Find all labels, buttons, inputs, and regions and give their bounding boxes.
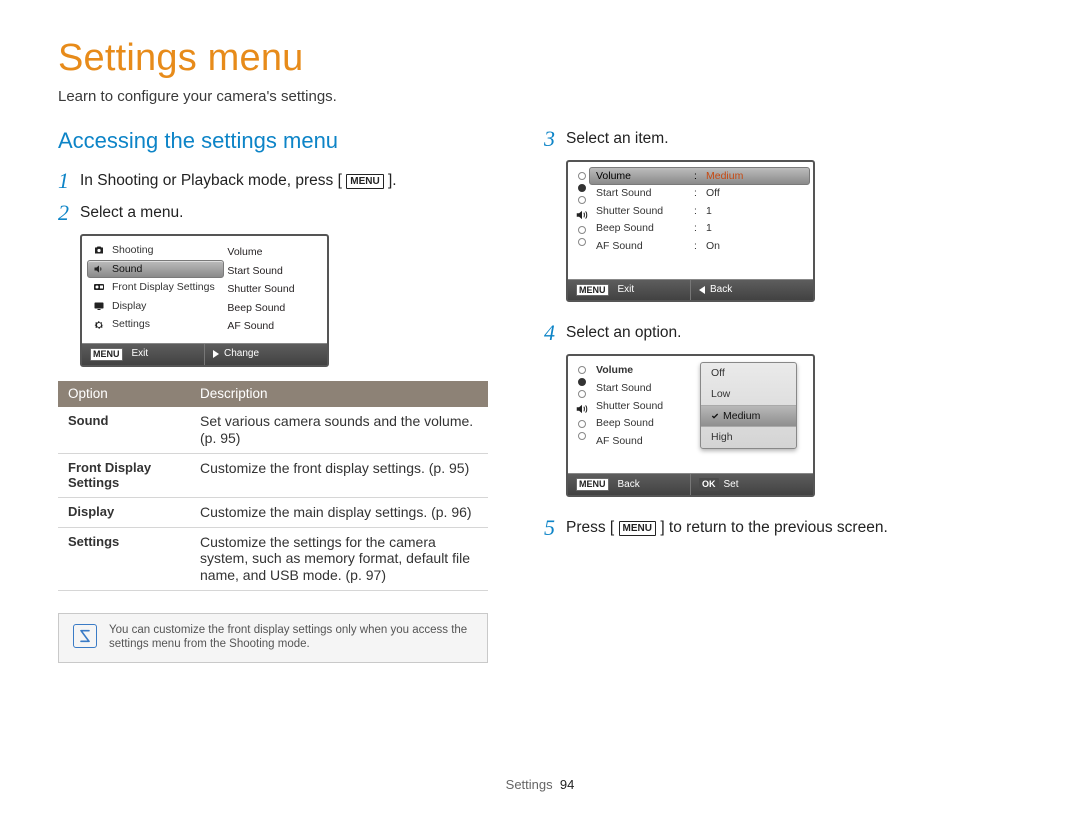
lcd4-popup: OffLowMediumHigh xyxy=(700,362,797,448)
lcd4-bar-set: OKSet xyxy=(691,474,813,495)
lcd3-row: Start Sound:Off xyxy=(596,187,803,200)
step-2: 2 Select a menu. xyxy=(58,202,488,224)
lcd1-right-item: Start Sound xyxy=(227,265,317,278)
page-title: Settings menu xyxy=(58,36,1022,82)
page-subtitle: Learn to configure your camera's setting… xyxy=(58,88,1022,106)
triangle-right-icon xyxy=(213,350,219,358)
popup-item: Medium xyxy=(701,405,796,428)
lcd-step4: VolumeStart SoundShutter SoundBeep Sound… xyxy=(566,354,815,497)
lcd1-left-item: Front Display Settings xyxy=(92,281,219,294)
lcd4-side-icons xyxy=(574,366,590,440)
step-4: 4 Select an option. xyxy=(544,322,974,344)
lcd3-side-icons xyxy=(574,172,590,246)
table-header-option: Option xyxy=(58,381,190,407)
lcd1-right-item: Shutter Sound xyxy=(227,283,317,296)
options-table: Option Description SoundSet various came… xyxy=(58,381,488,591)
lcd-step2: Shooting Sound Front Display Settings Displ… xyxy=(80,234,329,367)
table-row: Front Display SettingsCustomize the fron… xyxy=(58,453,488,497)
step-2-text: Select a menu. xyxy=(80,202,183,224)
step-number: 3 xyxy=(544,128,556,150)
speaker-icon xyxy=(574,208,590,222)
step-3: 3 Select an item. xyxy=(544,128,974,150)
lcd4-bar-back: MENUBack xyxy=(568,474,691,495)
table-row: DisplayCustomize the main display settin… xyxy=(58,497,488,527)
lcd-step3: Volume:MediumStart Sound:Off Shutter Soun… xyxy=(566,160,815,303)
note-text: You can customize the front display sett… xyxy=(109,624,473,652)
popup-item: Off xyxy=(701,363,796,384)
popup-item: High xyxy=(701,427,796,448)
lcd1-right-item: AF Sound xyxy=(227,320,317,333)
lcd1-left-item: Display xyxy=(92,300,219,313)
step-5-text-b: ] to return to the previous screen. xyxy=(660,519,887,536)
note-box: You can customize the front display sett… xyxy=(58,613,488,663)
ok-badge: OK xyxy=(699,478,719,491)
lcd1-right-item: Beep Sound xyxy=(227,302,317,315)
lcd1-right-item: Volume xyxy=(227,246,317,259)
lcd3-row: Shutter Sound:1 xyxy=(596,205,803,218)
table-row: SoundSet various camera sounds and the v… xyxy=(58,407,488,453)
lcd3-row: Beep Sound:1 xyxy=(596,222,803,235)
lcd1-bar-exit: MENUExit xyxy=(82,344,205,365)
table-header-description: Description xyxy=(190,381,488,407)
step-5: 5 Press [ MENU ] to return to the previo… xyxy=(544,517,974,539)
table-row: SettingsCustomize the settings for the c… xyxy=(58,527,488,590)
menu-button-label: MENU xyxy=(346,174,383,189)
note-icon xyxy=(73,624,97,648)
step-1: 1 In Shooting or Playback mode, press [ … xyxy=(58,170,488,192)
page-footer: Settings 94 xyxy=(0,777,1080,793)
lcd1-left-item: Shooting xyxy=(92,244,219,257)
triangle-left-icon xyxy=(699,286,705,294)
lcd3-row: AF Sound:On xyxy=(596,240,803,253)
lcd1-bar-change: Change xyxy=(205,344,327,365)
menu-button-label: MENU xyxy=(619,521,656,536)
step-number: 2 xyxy=(58,202,70,224)
step-1-text-b: ]. xyxy=(388,172,397,189)
step-5-text-a: Press [ xyxy=(566,519,614,536)
lcd3-bar-back: Back xyxy=(691,280,813,301)
section-header: Accessing the settings menu xyxy=(58,128,488,154)
step-4-text: Select an option. xyxy=(566,322,681,344)
speaker-icon xyxy=(574,402,590,416)
step-3-text: Select an item. xyxy=(566,128,669,150)
step-number: 4 xyxy=(544,322,556,344)
lcd3-bar-exit: MENUExit xyxy=(568,280,691,301)
popup-item: Low xyxy=(701,384,796,405)
step-number: 1 xyxy=(58,170,70,192)
step-number: 5 xyxy=(544,517,556,539)
lcd3-row: Volume:Medium xyxy=(589,167,810,186)
lcd1-left-item: Settings xyxy=(92,318,219,331)
lcd1-left-item: Sound xyxy=(87,260,224,279)
step-1-text-a: In Shooting or Playback mode, press [ xyxy=(80,172,342,189)
